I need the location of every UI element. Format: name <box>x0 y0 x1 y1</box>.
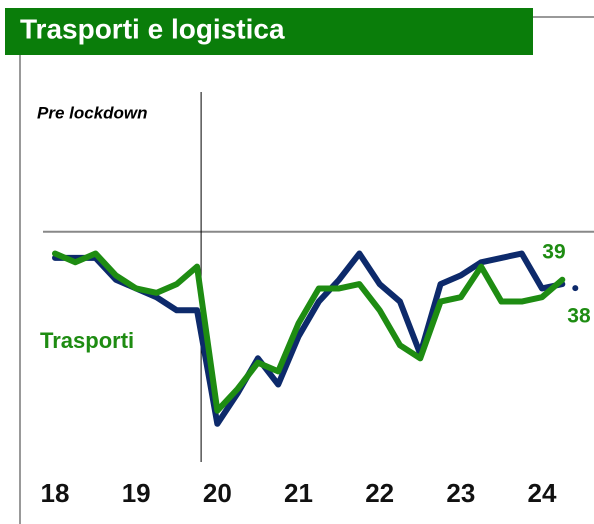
data-label: 39 <box>542 240 565 263</box>
series-line <box>52 250 566 414</box>
annotation: Pre lockdown <box>37 103 148 122</box>
legend-label: Trasporti <box>40 328 134 353</box>
data-label: 38 <box>567 305 591 328</box>
x-tick-label: 24 <box>528 478 557 508</box>
x-tick-label: 23 <box>446 478 475 508</box>
title-band <box>5 8 533 55</box>
x-tick-label: 20 <box>203 478 232 508</box>
x-tick-label: 22 <box>365 478 394 508</box>
x-tick-label: 18 <box>41 478 70 508</box>
x-tick-label: 21 <box>284 478 313 508</box>
end-dot <box>572 285 579 292</box>
chart-title: Trasporti e logistica <box>20 13 285 44</box>
x-tick-label: 19 <box>122 478 151 508</box>
